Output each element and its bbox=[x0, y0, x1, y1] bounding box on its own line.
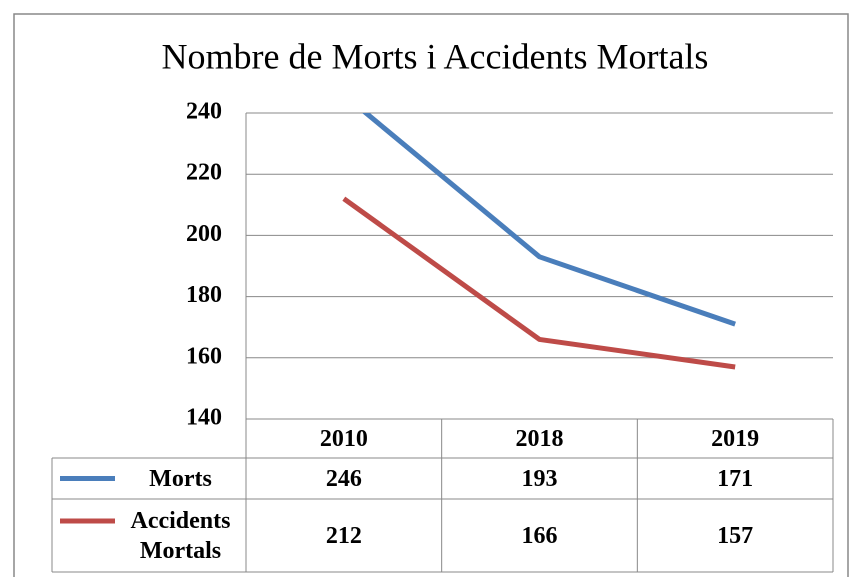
series-group bbox=[342, 196, 736, 370]
table-value: 171 bbox=[717, 466, 753, 492]
x-tick-label: 2010 bbox=[320, 426, 368, 452]
legend-label-box: Accidents Mortals bbox=[130, 507, 231, 564]
y-tick-label: 220 bbox=[186, 160, 222, 186]
table-value: 246 bbox=[326, 466, 362, 492]
table-value: 212 bbox=[326, 523, 362, 549]
chart-title: Nombre de Morts i Accidents Mortals bbox=[162, 36, 709, 76]
chart-border bbox=[13, 13, 849, 577]
y-tick-label: 160 bbox=[186, 343, 222, 369]
legend-label: Accidents Mortals bbox=[130, 507, 231, 564]
x-tick-label: 2018 bbox=[516, 426, 564, 452]
series-group bbox=[362, 113, 736, 327]
table-value: 193 bbox=[522, 466, 558, 492]
legend-label: Morts bbox=[149, 465, 212, 492]
y-tick-label: 180 bbox=[186, 282, 222, 308]
table-value: 157 bbox=[717, 523, 753, 549]
y-tick-label: 240 bbox=[186, 99, 222, 125]
line bbox=[342, 196, 736, 370]
x-tick-label: 2019 bbox=[711, 426, 759, 452]
legend-label-box: Morts bbox=[149, 465, 212, 492]
line bbox=[362, 113, 736, 327]
table-value: 166 bbox=[522, 523, 558, 549]
y-tick-label: 200 bbox=[186, 221, 222, 247]
y-tick-label: 140 bbox=[186, 405, 222, 431]
